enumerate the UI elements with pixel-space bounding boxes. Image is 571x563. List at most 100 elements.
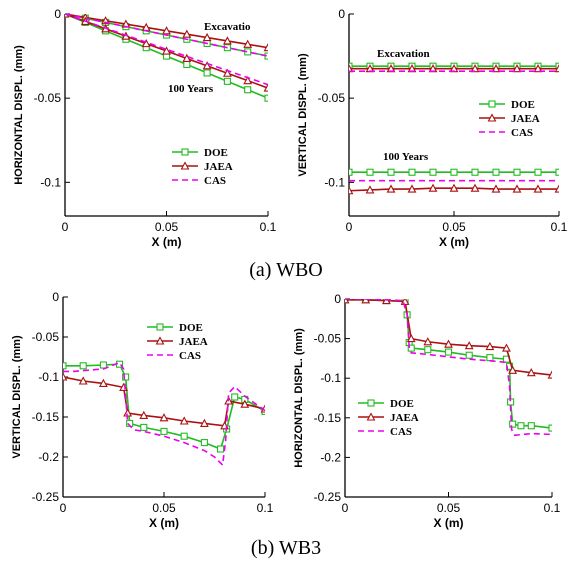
y-tick-label: -0.05 <box>32 330 60 344</box>
point-doe <box>183 60 191 69</box>
point-jaea <box>222 68 232 77</box>
point-jaea <box>502 343 511 352</box>
point-jaea <box>526 367 536 377</box>
x-tick-label: 0 <box>62 220 69 234</box>
point-doe <box>555 62 559 70</box>
point-doe <box>79 362 87 370</box>
y-tick-label: -0.1 <box>38 370 59 384</box>
legend-label-doe: DOE <box>511 99 535 111</box>
point-doe <box>509 420 517 428</box>
point-jaea <box>386 184 396 193</box>
legend-marker-jaea <box>366 412 376 421</box>
x-tick-label: 0.1 <box>257 501 274 515</box>
legend-marker-jaea <box>180 161 190 170</box>
series-group <box>345 299 552 437</box>
point-jaea <box>159 413 169 422</box>
series-line-cas <box>63 361 265 467</box>
y-tick-label: -0.05 <box>314 332 342 346</box>
legend-marker-doe <box>181 148 189 156</box>
x-axis-label: X (m) <box>149 516 179 530</box>
legend-label-cas: CAS <box>511 127 533 139</box>
x-tick-label: 0 <box>342 501 349 515</box>
x-axis-label: X (m) <box>439 235 469 249</box>
point-jaea <box>533 64 543 73</box>
y-tick-label: -0.15 <box>32 410 60 424</box>
x-tick-label: 0.1 <box>551 220 568 234</box>
annotation: Excavatio <box>204 21 251 33</box>
y-tick-label: -0.1 <box>320 371 341 385</box>
point-doe <box>366 168 374 176</box>
annotation: 100 Years <box>383 151 429 163</box>
point-jaea <box>444 339 453 348</box>
point-jaea <box>179 416 189 425</box>
plot-wb3-vertical: 0-0.05-0.1-0.15-0.2-0.250 0.05 0.1X (m)VER… <box>11 290 274 530</box>
x-tick-label: 0.05 <box>442 220 466 234</box>
x-tick-label: 0 <box>346 220 353 234</box>
x-tick-label: 0.05 <box>437 501 461 515</box>
point-jaea <box>222 36 232 45</box>
y-tick-label: -0.25 <box>32 490 60 504</box>
x-axis-label: X (m) <box>434 516 464 530</box>
legend-label-jaea: JAEA <box>390 412 419 424</box>
legend-marker-doe <box>488 100 496 108</box>
y-tick-label: -0.1 <box>324 175 345 189</box>
x-tick-label: 0.05 <box>155 220 179 234</box>
legend-marker-doe <box>156 323 164 331</box>
point-jaea <box>554 64 559 73</box>
legend-label-jaea: JAEA <box>511 113 540 125</box>
point-doe <box>63 362 67 370</box>
point-doe <box>244 86 252 94</box>
y-axis-label: VERTICAL DISPL. (mm) <box>297 53 309 177</box>
y-tick-label: -0.2 <box>38 450 59 464</box>
point-jaea <box>547 370 552 379</box>
point-doe <box>99 361 107 369</box>
point-jaea <box>182 53 192 62</box>
legend-marker-jaea <box>155 336 165 345</box>
point-doe <box>450 168 458 176</box>
point-doe <box>231 393 239 401</box>
series-group <box>63 360 265 467</box>
point-jaea <box>240 399 250 408</box>
point-doe <box>486 354 494 362</box>
series-line-cas <box>65 14 268 86</box>
series-line-cas <box>345 299 552 437</box>
point-doe <box>513 168 521 176</box>
point-jaea <box>243 39 253 48</box>
point-doe <box>349 168 353 176</box>
point-doe <box>160 427 168 435</box>
legend: DOE JAEA CAS <box>479 99 540 139</box>
point-doe <box>465 351 473 359</box>
point-jaea <box>470 183 480 192</box>
legend: DOE JAEA CAS <box>147 322 208 362</box>
annotation: 100 Years <box>168 83 214 95</box>
point-doe <box>534 168 542 176</box>
point-jaea <box>428 183 438 192</box>
series-group <box>349 62 559 195</box>
point-jaea <box>199 418 209 427</box>
point-jaea <box>423 337 433 346</box>
y-axis-label: VERTICAL DISPL. (mm) <box>11 335 23 459</box>
point-jaea <box>98 378 108 387</box>
point-doe <box>264 94 268 102</box>
point-doe <box>200 439 208 447</box>
y-tick-label: -0.15 <box>314 411 342 425</box>
y-tick-label: -0.25 <box>314 490 342 504</box>
point-jaea <box>485 341 495 351</box>
x-tick-label: 0 <box>60 501 67 515</box>
point-doe <box>424 346 432 354</box>
legend: DOE JAEA CAS <box>358 398 419 438</box>
point-doe <box>471 168 479 176</box>
caption-wb3: (b) WB3 <box>251 537 321 559</box>
point-jaea <box>139 410 149 419</box>
series-line-cas <box>65 14 268 57</box>
legend-label-doe: DOE <box>390 398 414 410</box>
point-jaea <box>407 184 417 193</box>
legend-marker-doe <box>367 399 375 407</box>
point-jaea <box>202 32 212 42</box>
point-doe <box>444 348 453 356</box>
point-doe <box>429 168 437 176</box>
point-doe <box>140 423 148 431</box>
point-jaea <box>162 46 171 55</box>
point-jaea <box>243 75 253 85</box>
